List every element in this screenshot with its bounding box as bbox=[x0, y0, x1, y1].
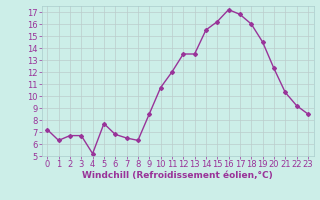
X-axis label: Windchill (Refroidissement éolien,°C): Windchill (Refroidissement éolien,°C) bbox=[82, 171, 273, 180]
